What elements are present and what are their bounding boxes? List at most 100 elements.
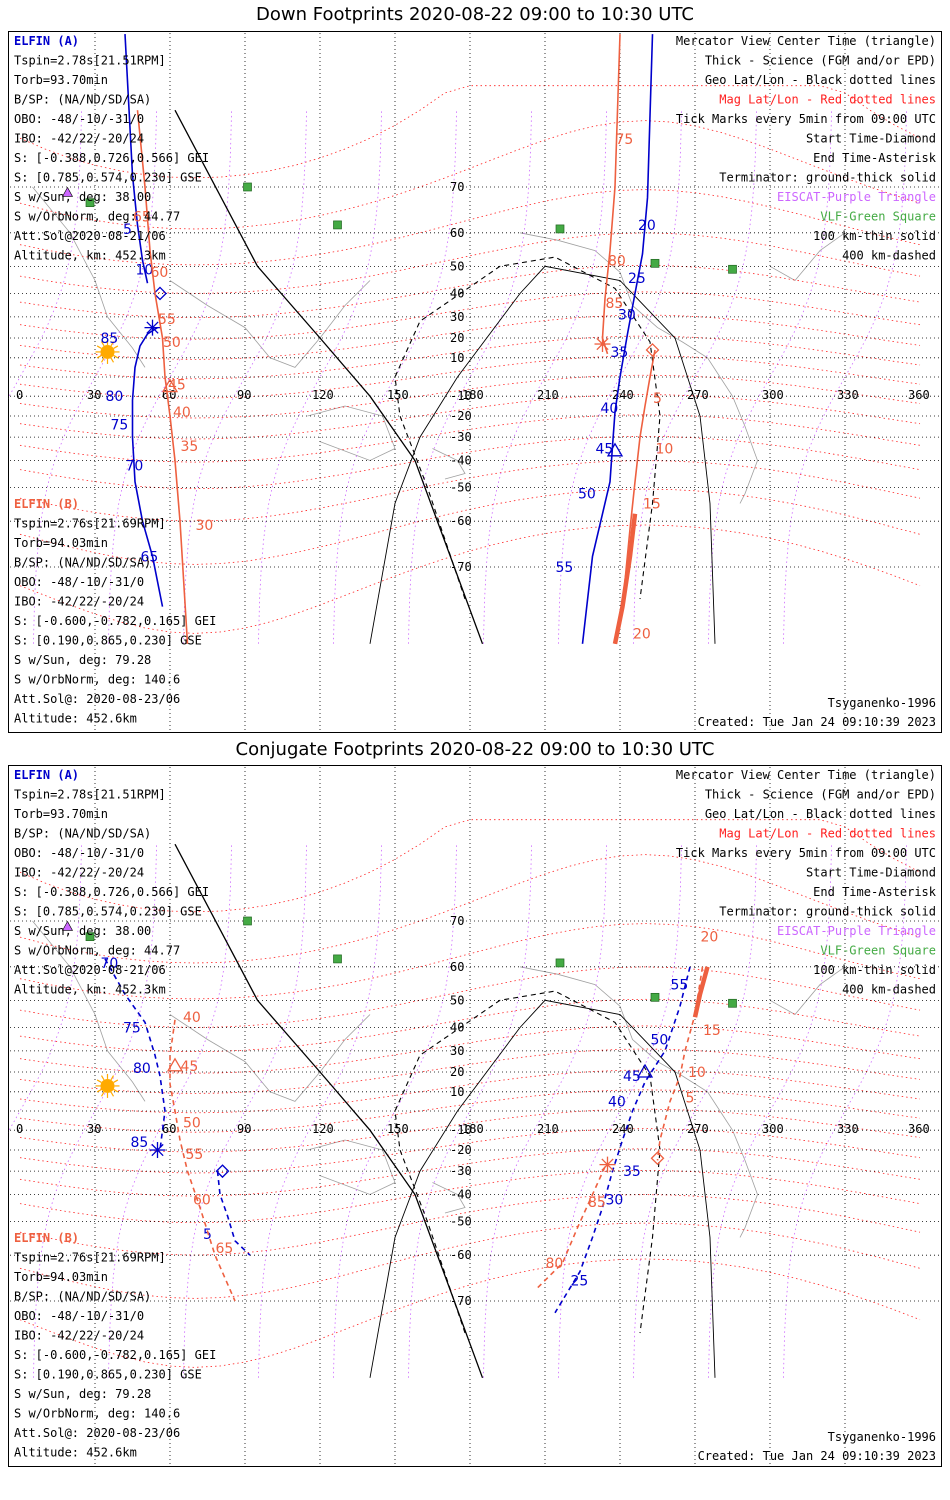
legend-entry: Terminator: ground-thick solid: [719, 905, 936, 919]
info-a-line: IBO: -42/22/-20/24: [14, 866, 144, 880]
created-label: Created: Tue Jan 24 09:10:39 2023: [698, 1449, 936, 1463]
created-label: Created: Tue Jan 24 09:10:39 2023: [698, 715, 936, 729]
y-tick-label: 40: [450, 286, 464, 300]
info-a-line: S w/OrbNorm, deg: 44.77: [14, 944, 180, 958]
time-tick-label-a: 50: [578, 487, 596, 503]
time-tick-label-b: 60: [193, 1193, 211, 1209]
time-tick-label-a: 5: [203, 1227, 212, 1243]
x-tick-label: 0: [16, 388, 23, 402]
time-tick-label-b: 45: [181, 1059, 199, 1075]
science-segment-b: [612, 513, 638, 645]
x-tick-label: 360: [908, 388, 930, 402]
x-tick-label: 120: [312, 388, 334, 402]
coastline-6: [432, 448, 466, 480]
sun-ray: [96, 345, 102, 349]
sun-ray: [113, 1079, 119, 1083]
y-tick-label: -70: [450, 560, 472, 574]
track-a-segment-2: [581, 34, 654, 644]
info-a-line: S: [-0.388,0.726,0.566] GEI: [14, 885, 209, 899]
time-tick-label-a: 10: [136, 262, 154, 278]
legend-entry: Mag Lat/Lon - Red dotted lines: [719, 827, 936, 841]
y-tick-label: 70: [450, 914, 464, 928]
info-a-line: Att.Sol@2020-08-21/06: [14, 963, 166, 977]
info-b-line: Torb=94.03min: [14, 1270, 108, 1284]
x-tick-label: 150: [387, 1122, 409, 1136]
info-a-title: ELFIN (A): [14, 768, 79, 782]
y-tick-label: -10: [450, 389, 472, 403]
x-tick-label: 210: [537, 388, 559, 402]
x-tick-label: 30: [87, 388, 101, 402]
sun-ray: [96, 1088, 102, 1093]
x-tick-label: 240: [612, 1122, 634, 1136]
y-tick-label: 20: [450, 1065, 464, 1079]
mag-lon-line: [408, 844, 532, 1378]
time-tick-label-b: 65: [216, 1241, 234, 1257]
legend-entry: EISCAT-Purple Triangle: [777, 190, 936, 204]
info-a-line: S: [0.785,0.574,0.230] GSE: [14, 171, 202, 185]
vlf-square: [728, 998, 737, 1008]
legend-entry: Tick Marks every 5min from 09:00 UTC: [676, 846, 936, 860]
vlf-square: [333, 220, 342, 230]
x-tick-label: 60: [162, 1122, 176, 1136]
time-tick-label-a: 40: [608, 1094, 626, 1110]
center-triangle-b: [166, 1057, 184, 1072]
time-tick-label-b: 85: [606, 296, 624, 312]
info-b-line: S w/OrbNorm, deg: 140.6: [14, 1407, 180, 1421]
x-tick-label: 360: [908, 1122, 930, 1136]
y-tick-label: 10: [450, 351, 464, 365]
terminator-ground-west: [174, 843, 484, 1379]
time-tick-label-a: 20: [638, 218, 656, 234]
info-b-line: OBO: -48/-10/-31/0: [14, 1309, 144, 1323]
legend-entry: 100 km-thin solid: [813, 229, 936, 243]
model-label: Tsyganenko-1996: [828, 1430, 936, 1444]
track-a-segment-0: [124, 34, 149, 284]
sun-ray: [96, 354, 102, 359]
y-tick-label: 60: [450, 226, 464, 240]
sun-icon: [100, 344, 115, 359]
info-a-line: Torb=93.70min: [14, 807, 108, 821]
vlf-square: [650, 992, 660, 1002]
info-b-line: S: [0.190,0.865,0.230] GSE: [14, 1368, 202, 1382]
y-tick-label: -20: [450, 1143, 472, 1157]
time-tick-label-a: 75: [123, 1020, 141, 1036]
info-b-line: B/SP: (NA/ND/SD/SA): [14, 1290, 151, 1304]
mag-lon-line: [558, 110, 682, 644]
mag-lon-line: [708, 110, 832, 644]
sun-ray: [100, 1091, 105, 1097]
coastline-1: [169, 280, 371, 368]
time-tick-label-a: 45: [596, 441, 614, 457]
time-tick-label-a: 45: [623, 1069, 641, 1085]
track-b-segment-0: [169, 1019, 236, 1302]
y-tick-label: 40: [450, 1020, 464, 1034]
info-a-line: S w/Sun, deg: 38.00: [14, 190, 151, 204]
x-tick-label: 90: [237, 1122, 251, 1136]
time-tick-label-a: 5: [123, 222, 132, 238]
info-b-title: ELFIN (B): [14, 497, 79, 511]
y-tick-label: -40: [450, 454, 472, 468]
vlf-square: [85, 198, 95, 208]
coastline-4: [719, 376, 758, 504]
mag-lon-line: [408, 110, 532, 644]
info-b-line: IBO: -42/22/-20/24: [14, 595, 144, 609]
info-a-line: S w/Sun, deg: 38.00: [14, 924, 151, 938]
info-a-line: S w/OrbNorm, deg: 44.77: [14, 210, 180, 224]
mag-lon-line: [783, 844, 907, 1378]
y-tick-label: -30: [450, 430, 472, 444]
science-segment-b: [692, 966, 710, 1018]
legend-entry: Thick - Science (FGM and/or EPD): [705, 54, 936, 68]
y-tick-label: 60: [450, 960, 464, 974]
coastline-0: [32, 920, 146, 1102]
time-tick-label-a: 30: [606, 1193, 624, 1209]
vlf-square: [555, 958, 565, 968]
coastline-5: [769, 232, 846, 282]
y-tick-label: -70: [450, 1294, 472, 1308]
mag-lon-line: [33, 844, 157, 1378]
info-b-line: Torb=94.03min: [14, 536, 108, 550]
y-tick-label: 70: [450, 180, 464, 194]
info-b-line: S: [0.190,0.865,0.230] GSE: [14, 634, 202, 648]
terminator-400km: [394, 990, 661, 1334]
time-tick-label-b: 80: [546, 1256, 564, 1272]
legend-entry: Terminator: ground-thick solid: [719, 171, 936, 185]
info-b-line: S: [-0.600,-0.782,0.165] GEI: [14, 614, 216, 628]
info-b-line: Tspin=2.76s[21.69RPM]: [14, 1251, 166, 1265]
